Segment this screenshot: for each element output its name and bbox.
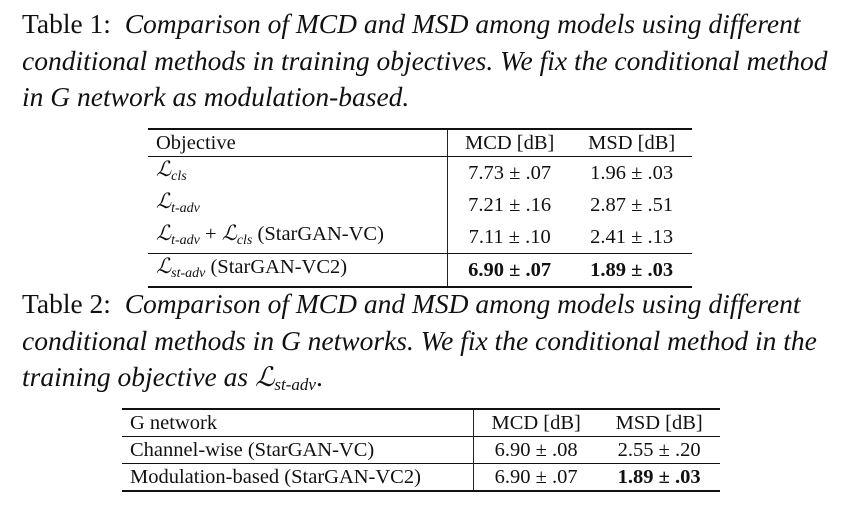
table1-caption: Table 1: Comparison of MCD and MSD among… xyxy=(22,6,852,116)
loss-symbol: ℒ xyxy=(156,189,172,213)
table2-label: Table 2: xyxy=(22,288,111,319)
mcd-value: 6.90 ± .07 xyxy=(494,466,578,488)
loss-symbol: ℒ xyxy=(221,221,237,245)
loss-subscript: cls xyxy=(171,169,187,184)
msd-value-best: 1.89 ± .03 xyxy=(617,466,701,488)
loss-symbol: ℒ xyxy=(254,362,275,393)
loss-symbol: ℒ xyxy=(156,254,172,278)
table1-label: Table 1: xyxy=(22,8,111,39)
table2-caption-text: Comparison of MCD and MSD among models u… xyxy=(22,288,817,392)
msd-value-best: 1.89 ± .03 xyxy=(590,259,674,281)
caption-period: . xyxy=(315,361,323,392)
loss-symbol: ℒ xyxy=(156,157,172,181)
table-row: Modulation-based (StarGAN-VC2) 6.90 ± .0… xyxy=(122,463,720,491)
table1: Objective MCD [dB] MSD [dB] ℒcls 7.73 ± … xyxy=(148,128,692,288)
table-row: ℒt-adv 7.21 ± .16 2.87 ± .51 xyxy=(148,189,692,221)
table1-caption-text: Comparison of MCD and MSD among models u… xyxy=(22,8,828,112)
header-mcd: MCD [dB] xyxy=(464,132,555,154)
header-mcd: MCD [dB] xyxy=(491,412,581,434)
table-header: G network MCD [dB] MSD [dB] xyxy=(122,409,720,437)
mcd-value: 6.90 ± .08 xyxy=(494,439,578,461)
table-row: Channel-wise (StarGAN-VC) 6.90 ± .08 2.5… xyxy=(122,436,720,464)
loss-subscript: t-adv xyxy=(171,233,200,248)
table-row: ℒt-adv + ℒcls (StarGAN-VC) 7.11 ± .10 2.… xyxy=(148,221,692,254)
header-objective: Objective xyxy=(148,129,448,157)
mcd-value: 7.21 ± .16 xyxy=(468,194,552,216)
header-g-network: G network xyxy=(122,409,474,437)
table2-caption: Table 2: Comparison of MCD and MSD among… xyxy=(22,286,852,404)
loss-symbol: ℒ xyxy=(156,221,172,245)
loss-subscript: t-adv xyxy=(171,201,200,216)
loss-subscript: st-adv xyxy=(274,375,316,394)
table-row: ℒst-adv (StarGAN-VC2) 6.90 ± .07 1.89 ± … xyxy=(148,253,692,287)
mcd-value-best: 6.90 ± .07 xyxy=(468,259,552,281)
table2: G network MCD [dB] MSD [dB] Channel-wise… xyxy=(122,408,720,492)
network-name: Channel-wise (StarGAN-VC) xyxy=(122,436,474,464)
model-note: (StarGAN-VC2) xyxy=(205,256,348,278)
mcd-value: 7.11 ± .10 xyxy=(468,226,551,248)
msd-value: 2.87 ± .51 xyxy=(590,194,674,216)
mcd-value: 7.73 ± .07 xyxy=(468,162,552,184)
table-row: ℒcls 7.73 ± .07 1.96 ± .03 xyxy=(148,156,692,189)
msd-value: 2.55 ± .20 xyxy=(617,439,701,461)
msd-value: 1.96 ± .03 xyxy=(590,162,674,184)
network-name: Modulation-based (StarGAN-VC2) xyxy=(122,463,474,491)
msd-value: 2.41 ± .13 xyxy=(590,226,674,248)
loss-subscript: cls xyxy=(236,233,253,248)
table-header: Objective MCD [dB] MSD [dB] xyxy=(148,129,692,157)
loss-subscript: st-adv xyxy=(171,266,206,281)
plus-sign: + xyxy=(199,223,222,245)
header-msd: MSD [dB] xyxy=(615,412,703,434)
header-msd: MSD [dB] xyxy=(588,132,676,154)
model-note: (StarGAN-VC) xyxy=(252,223,384,245)
